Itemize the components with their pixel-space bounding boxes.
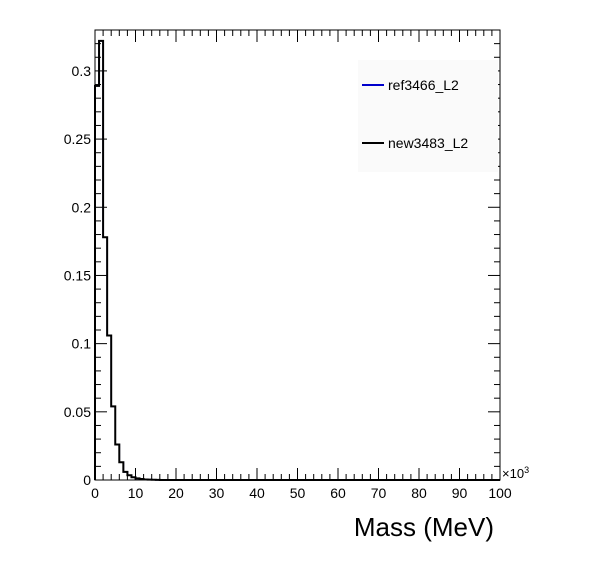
x-tick-label: 100 — [488, 485, 512, 501]
series-new3483_L2 — [94, 39, 500, 481]
x-tick-label: 20 — [168, 485, 184, 501]
x-tick-label: 30 — [209, 485, 225, 501]
x-tick-label: 70 — [371, 485, 387, 501]
x-tick-label: 10 — [128, 485, 144, 501]
x-tick-label: 60 — [330, 485, 346, 501]
legend-box — [358, 60, 498, 172]
y-tick-label: 0.05 — [64, 404, 91, 420]
x-tick-label: 50 — [290, 485, 306, 501]
legend-label: new3483_L2 — [388, 135, 468, 151]
y-tick-label: 0.1 — [72, 336, 92, 352]
x-tick-label: 90 — [452, 485, 468, 501]
series-layer — [94, 39, 500, 481]
x-tick-label: 0 — [91, 485, 99, 501]
y-tick-label: 0 — [83, 472, 91, 488]
x-axis: 0 10 20 30 40 50 60 70 80 90 100 — [91, 30, 512, 501]
x-tick-label: 40 — [249, 485, 265, 501]
legend: ref3466_L2 new3483_L2 — [358, 60, 498, 172]
y-tick-label: 0.3 — [72, 63, 92, 79]
y-tick-label: 0.25 — [64, 131, 91, 147]
x-tick-label: 80 — [411, 485, 427, 501]
x-axis-label: Mass (MeV) — [354, 512, 494, 542]
y-tick-label: 0.15 — [64, 267, 91, 283]
y-tick-label: 0.2 — [72, 199, 92, 215]
y-axis: 0 0.05 0.1 0.15 0.2 0.25 0.3 — [64, 29, 500, 488]
legend-label: ref3466_L2 — [388, 77, 459, 93]
x-multiplier: ×103 — [502, 465, 529, 481]
